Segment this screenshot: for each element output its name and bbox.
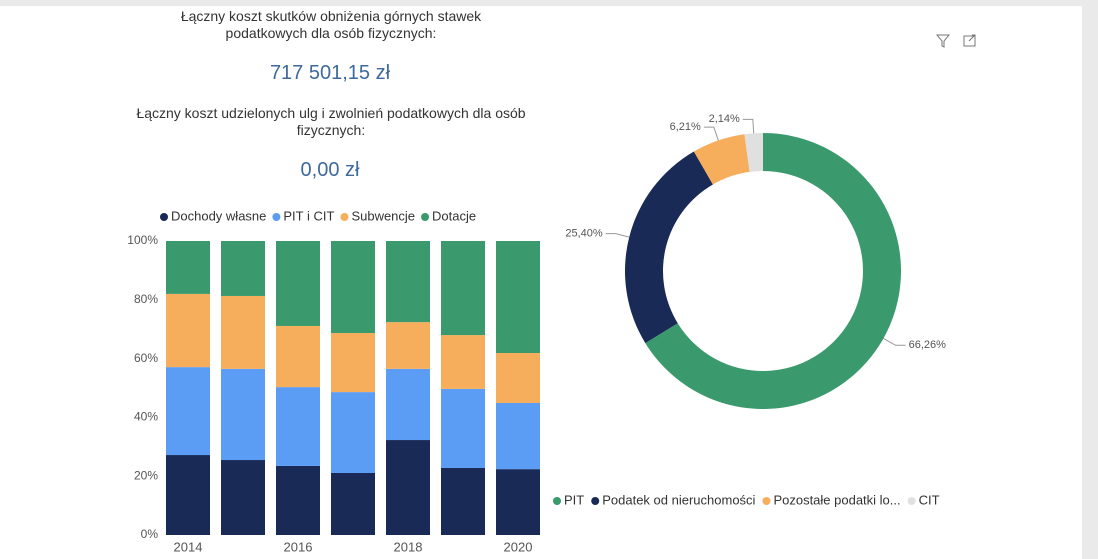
data-label: 2,14% (709, 113, 740, 125)
kpi-label: Łączny koszt skutków obniżenia górnych s… (180, 8, 482, 41)
leader-line (703, 126, 719, 141)
bar-segment (221, 460, 265, 535)
x-tick-label: 2018 (394, 539, 423, 554)
y-tick-label: 80% (134, 292, 158, 306)
donut-slice (625, 151, 713, 344)
bar-segment (441, 388, 485, 468)
focus-icon[interactable] (963, 34, 976, 47)
y-tick-label: 40% (134, 410, 158, 424)
bar-segment (496, 469, 540, 535)
bar-segment (386, 241, 430, 323)
data-label: 25,40% (565, 228, 603, 240)
bar-segment (166, 241, 210, 294)
legend-marker (762, 497, 771, 505)
legend-label: Podatek od nieruchomości (602, 492, 755, 507)
y-tick-label: 0% (141, 527, 159, 541)
leader-line (742, 118, 755, 134)
bar-segment (276, 325, 320, 388)
legend-marker (160, 213, 168, 221)
bar-segment (276, 241, 320, 326)
x-tick-label: 2020 (504, 539, 533, 554)
kpi-value: 717 501,15 zł (269, 62, 391, 84)
legend-marker (591, 497, 600, 505)
legend-marker (340, 213, 349, 221)
bar-segment (166, 293, 210, 368)
bar-segment (331, 241, 375, 334)
filter-icon[interactable] (935, 34, 951, 48)
donut-slice (645, 133, 902, 409)
data-label: 66,26% (909, 339, 947, 351)
bar-segment (221, 241, 265, 296)
bar-segment (441, 467, 485, 535)
leader-line (605, 233, 630, 238)
bar-segment (441, 335, 485, 389)
bar-segment (386, 368, 430, 441)
bar-segment (331, 333, 375, 393)
bar-segment (386, 322, 430, 369)
x-tick-label: 2016 (284, 539, 313, 554)
legend-marker (421, 213, 430, 221)
bar-segment (386, 440, 430, 535)
data-label: 6,21% (670, 121, 701, 133)
legend-label: Pozostałe podatki lo... (773, 492, 900, 507)
legend-label: PIT i CIT (283, 208, 334, 223)
x-tick-label: 2014 (174, 539, 203, 554)
bar-segment (441, 241, 485, 336)
bar-segment (276, 465, 320, 535)
kpi-label: Łączny koszt udzielonych ulg i zwolnień … (136, 105, 526, 138)
bar-segment (221, 368, 265, 461)
y-tick-label: 20% (134, 468, 158, 482)
bar-segment (221, 295, 265, 369)
legend-marker (553, 497, 561, 505)
bar-segment (166, 455, 210, 535)
y-tick-label: 100% (127, 233, 158, 247)
bar-segment (496, 353, 540, 403)
bar-segment (496, 241, 540, 354)
legend-label: Dochody własne (171, 208, 266, 223)
legend-marker (272, 213, 281, 221)
legend-label: Subwencje (351, 208, 415, 223)
legend-marker (907, 497, 916, 505)
bar-segment (496, 402, 540, 470)
legend-label: Dotacje (432, 208, 476, 223)
kpi-value: 0,00 zł (300, 159, 360, 181)
y-tick-label: 60% (134, 351, 158, 365)
bar-segment (166, 367, 210, 456)
bar-segment (331, 472, 375, 535)
legend-label: PIT (564, 492, 584, 507)
leader-line (883, 338, 906, 346)
donut-slice (693, 134, 750, 185)
bar-segment (276, 387, 320, 466)
bar-segment (331, 392, 375, 473)
donut-slice (744, 133, 763, 172)
legend-label: CIT (919, 492, 940, 507)
